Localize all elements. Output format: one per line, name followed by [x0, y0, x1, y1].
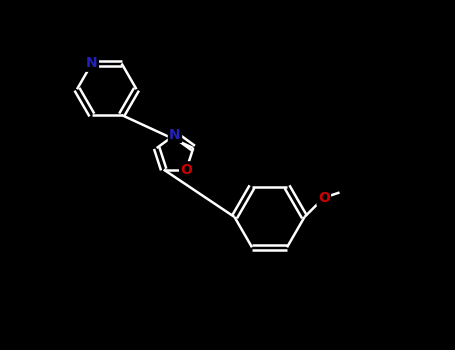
Text: N: N — [86, 56, 98, 70]
Text: O: O — [318, 191, 330, 205]
Text: O: O — [180, 162, 192, 176]
Text: N: N — [169, 128, 181, 142]
